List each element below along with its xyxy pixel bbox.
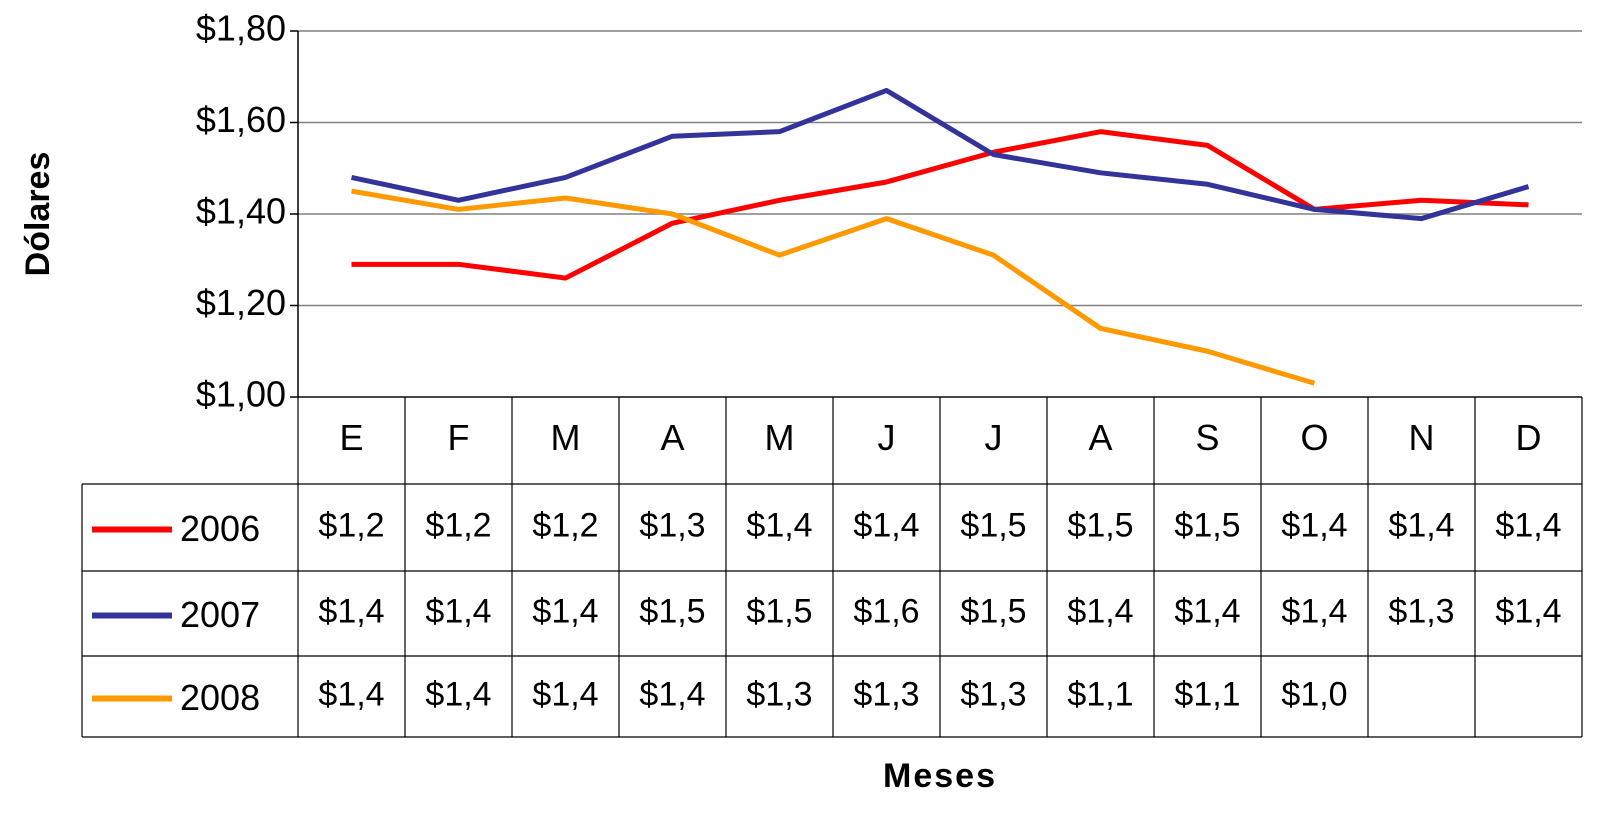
table-value: $1,4 bbox=[1067, 592, 1133, 630]
table-value: $1,4 bbox=[318, 675, 384, 713]
series-line bbox=[351, 129, 1529, 281]
x-tick-label: A bbox=[1088, 417, 1112, 458]
table-value: $1,5 bbox=[639, 592, 705, 630]
y-tick-label: $1,00 bbox=[196, 374, 286, 415]
table-value: $1,5 bbox=[1067, 506, 1133, 544]
series-line bbox=[350, 87, 1530, 222]
x-tick-label: J bbox=[985, 417, 1003, 458]
table-value: $1,5 bbox=[960, 592, 1026, 630]
x-tick-label: A bbox=[660, 417, 684, 458]
table-value: $1,6 bbox=[853, 592, 919, 630]
table-value: $1,4 bbox=[425, 592, 491, 630]
y-tick-label: $1,20 bbox=[196, 282, 286, 323]
table-value: $1,2 bbox=[425, 506, 491, 544]
table-value: $1,5 bbox=[1174, 506, 1240, 544]
table-value: $1,4 bbox=[853, 506, 919, 544]
x-tick-label: F bbox=[448, 417, 470, 458]
table-value: $1,4 bbox=[1388, 506, 1454, 544]
legend-label: 2008 bbox=[180, 677, 260, 718]
table-value: $1,0 bbox=[1281, 675, 1347, 713]
y-axis-title: Dólares bbox=[19, 152, 57, 277]
table-value: $1,3 bbox=[960, 675, 1026, 713]
x-axis-title: Meses bbox=[883, 757, 997, 795]
table-value: $1,3 bbox=[1388, 592, 1454, 630]
table-value: $1,4 bbox=[532, 592, 598, 630]
table-value: $1,3 bbox=[639, 506, 705, 544]
y-tick-label: $1,60 bbox=[196, 99, 286, 140]
table-value: $1,5 bbox=[746, 592, 812, 630]
table-value: $1,4 bbox=[639, 675, 705, 713]
table-value: $1,1 bbox=[1067, 675, 1133, 713]
table-value: $1,1 bbox=[1174, 675, 1240, 713]
table-value: $1,2 bbox=[532, 506, 598, 544]
x-tick-label: M bbox=[551, 417, 581, 458]
x-tick-label: E bbox=[339, 417, 363, 458]
x-tick-label: D bbox=[1516, 417, 1542, 458]
legend-label: 2007 bbox=[180, 594, 260, 635]
x-tick-label: J bbox=[878, 417, 896, 458]
table-value: $1,4 bbox=[1281, 592, 1347, 630]
x-tick-label: S bbox=[1195, 417, 1219, 458]
table-value: $1,4 bbox=[1495, 506, 1561, 544]
x-tick-label: N bbox=[1409, 417, 1435, 458]
table-value: $1,4 bbox=[532, 675, 598, 713]
table-value: $1,4 bbox=[746, 506, 812, 544]
table-value: $1,4 bbox=[1174, 592, 1240, 630]
y-tick-label: $1,40 bbox=[196, 191, 286, 232]
table-value: $1,3 bbox=[746, 675, 812, 713]
table-value: $1,4 bbox=[1495, 592, 1561, 630]
table-value: $1,4 bbox=[318, 592, 384, 630]
legend-label: 2006 bbox=[180, 508, 260, 549]
table-value: $1,3 bbox=[853, 675, 919, 713]
table-value: $1,2 bbox=[318, 506, 384, 544]
x-tick-label: O bbox=[1300, 417, 1328, 458]
series-line bbox=[351, 188, 1316, 386]
y-tick-label: $1,80 bbox=[196, 8, 286, 49]
table-value: $1,5 bbox=[960, 506, 1026, 544]
x-tick-label: M bbox=[765, 417, 795, 458]
table-value: $1,4 bbox=[1281, 506, 1347, 544]
table-value: $1,4 bbox=[425, 675, 491, 713]
